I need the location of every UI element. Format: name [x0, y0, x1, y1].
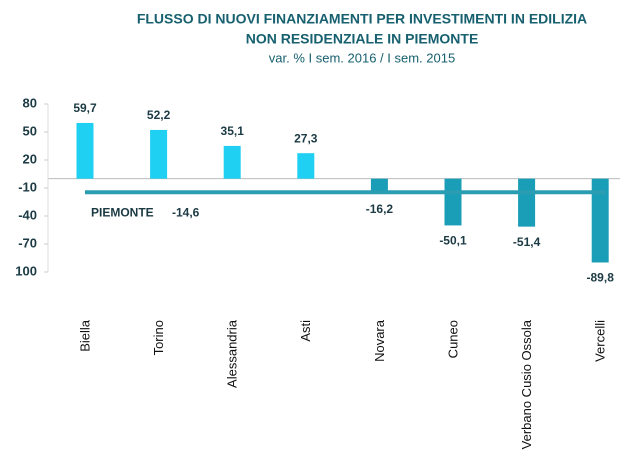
bar	[297, 153, 315, 179]
bar	[370, 178, 388, 194]
x-tick-label: Torino	[151, 320, 166, 355]
y-tick-label: 20	[23, 151, 37, 166]
y-tick-label: 50	[23, 123, 37, 138]
data-label: 59,7	[73, 101, 97, 115]
chart-title: NON RESIDENZIALE IN PIEMONTE	[246, 31, 479, 47]
reference-label: PIEMONTE	[91, 205, 154, 219]
reference-value: -14,6	[172, 205, 200, 219]
y-tick-label: 80	[23, 95, 37, 110]
bar	[518, 178, 536, 227]
y-tick-label: -10	[18, 179, 37, 194]
x-tick-label: Alessandria	[225, 319, 240, 388]
bar	[591, 178, 609, 263]
bar	[223, 145, 241, 179]
y-tick-label: 100	[15, 263, 37, 278]
data-label: 27,3	[294, 131, 318, 145]
x-tick-label: Cuneo	[445, 320, 460, 358]
x-tick-label: Biella	[77, 319, 92, 352]
data-label: -89,8	[587, 271, 615, 285]
bar	[76, 122, 94, 179]
data-label: -51,4	[513, 235, 541, 249]
bar	[444, 178, 462, 226]
x-tick-label: Vercelli	[593, 320, 608, 362]
y-tick-label: -70	[18, 235, 37, 250]
x-tick-label: Verbano Cusio Ossola	[519, 319, 534, 449]
y-tick-label: -40	[18, 207, 37, 222]
x-tick-label: Novara	[372, 319, 387, 362]
data-label: -50,1	[439, 234, 467, 248]
chart-subtitle: var. % I sem. 2016 / I sem. 2015	[269, 50, 455, 65]
data-label: -16,2	[366, 202, 394, 216]
chart-title: FLUSSO DI NUOVI FINANZIAMENTI PER INVEST…	[137, 11, 587, 27]
data-label: 52,2	[147, 108, 171, 122]
bar	[150, 129, 168, 179]
data-label: 35,1	[221, 124, 245, 138]
x-tick-label: Asti	[298, 320, 313, 342]
